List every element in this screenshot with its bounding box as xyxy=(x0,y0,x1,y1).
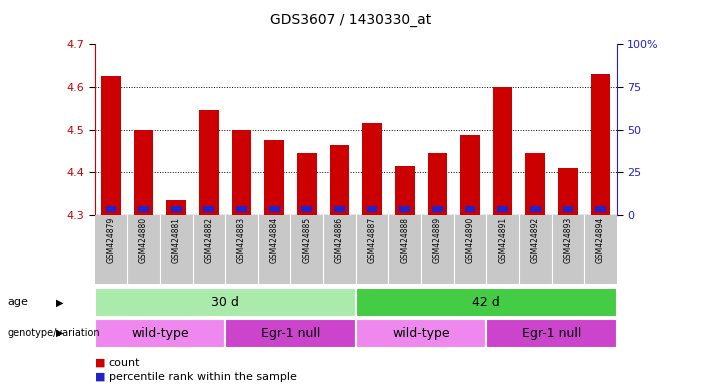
Bar xyxy=(367,207,377,212)
Bar xyxy=(395,166,414,215)
Bar xyxy=(595,207,606,212)
Bar xyxy=(432,207,443,212)
Bar xyxy=(225,319,356,348)
Bar xyxy=(297,153,317,215)
Bar xyxy=(362,123,382,215)
Text: 30 d: 30 d xyxy=(211,296,239,309)
Text: GSM424881: GSM424881 xyxy=(172,217,181,263)
Text: count: count xyxy=(109,358,140,368)
Text: Egr-1 null: Egr-1 null xyxy=(522,327,581,339)
Bar xyxy=(203,207,215,212)
Bar xyxy=(460,135,479,215)
Bar xyxy=(493,87,512,215)
Text: GSM424882: GSM424882 xyxy=(205,217,213,263)
Text: percentile rank within the sample: percentile rank within the sample xyxy=(109,372,297,382)
Bar xyxy=(199,110,219,215)
Bar xyxy=(95,288,355,317)
Bar xyxy=(526,153,545,215)
Bar xyxy=(591,74,611,215)
Bar xyxy=(562,207,573,212)
Bar xyxy=(264,140,284,215)
Text: GSM424891: GSM424891 xyxy=(498,217,507,263)
Bar xyxy=(465,207,475,212)
Text: GSM424879: GSM424879 xyxy=(107,217,116,263)
Text: GSM424887: GSM424887 xyxy=(367,217,376,263)
Text: ■: ■ xyxy=(95,372,105,382)
Text: GSM424884: GSM424884 xyxy=(270,217,279,263)
Bar xyxy=(558,168,578,215)
Bar xyxy=(428,153,447,215)
Bar xyxy=(101,76,121,215)
Text: ▶: ▶ xyxy=(56,297,63,308)
Bar xyxy=(106,207,116,212)
Text: GSM424890: GSM424890 xyxy=(465,217,475,263)
Bar xyxy=(232,129,251,215)
Bar xyxy=(355,319,486,348)
Bar xyxy=(329,144,349,215)
Text: GDS3607 / 1430330_at: GDS3607 / 1430330_at xyxy=(270,13,431,27)
Text: ▶: ▶ xyxy=(56,328,63,338)
Text: genotype/variation: genotype/variation xyxy=(7,328,100,338)
Text: GSM424880: GSM424880 xyxy=(139,217,148,263)
Text: Egr-1 null: Egr-1 null xyxy=(261,327,320,339)
Text: GSM424888: GSM424888 xyxy=(400,217,409,263)
Bar xyxy=(268,207,280,212)
Text: wild-type: wild-type xyxy=(131,327,189,339)
Text: 42 d: 42 d xyxy=(472,296,501,309)
Text: GSM424889: GSM424889 xyxy=(433,217,442,263)
Bar xyxy=(171,207,182,212)
Bar xyxy=(134,129,154,215)
Bar xyxy=(166,200,186,215)
Text: GSM424893: GSM424893 xyxy=(564,217,573,263)
Text: GSM424885: GSM424885 xyxy=(302,217,311,263)
Text: wild-type: wild-type xyxy=(393,327,450,339)
Text: ■: ■ xyxy=(95,358,105,368)
Text: GSM424892: GSM424892 xyxy=(531,217,540,263)
Text: GSM424894: GSM424894 xyxy=(596,217,605,263)
Bar xyxy=(138,207,149,212)
Bar xyxy=(236,207,247,212)
Bar xyxy=(530,207,540,212)
Text: GSM424886: GSM424886 xyxy=(335,217,344,263)
Bar xyxy=(497,207,508,212)
Text: age: age xyxy=(7,297,28,308)
Bar xyxy=(355,288,617,317)
Bar xyxy=(301,207,312,212)
Bar xyxy=(334,207,345,212)
Text: GSM424883: GSM424883 xyxy=(237,217,246,263)
Bar xyxy=(400,207,410,212)
Bar xyxy=(486,319,617,348)
Bar xyxy=(95,319,225,348)
